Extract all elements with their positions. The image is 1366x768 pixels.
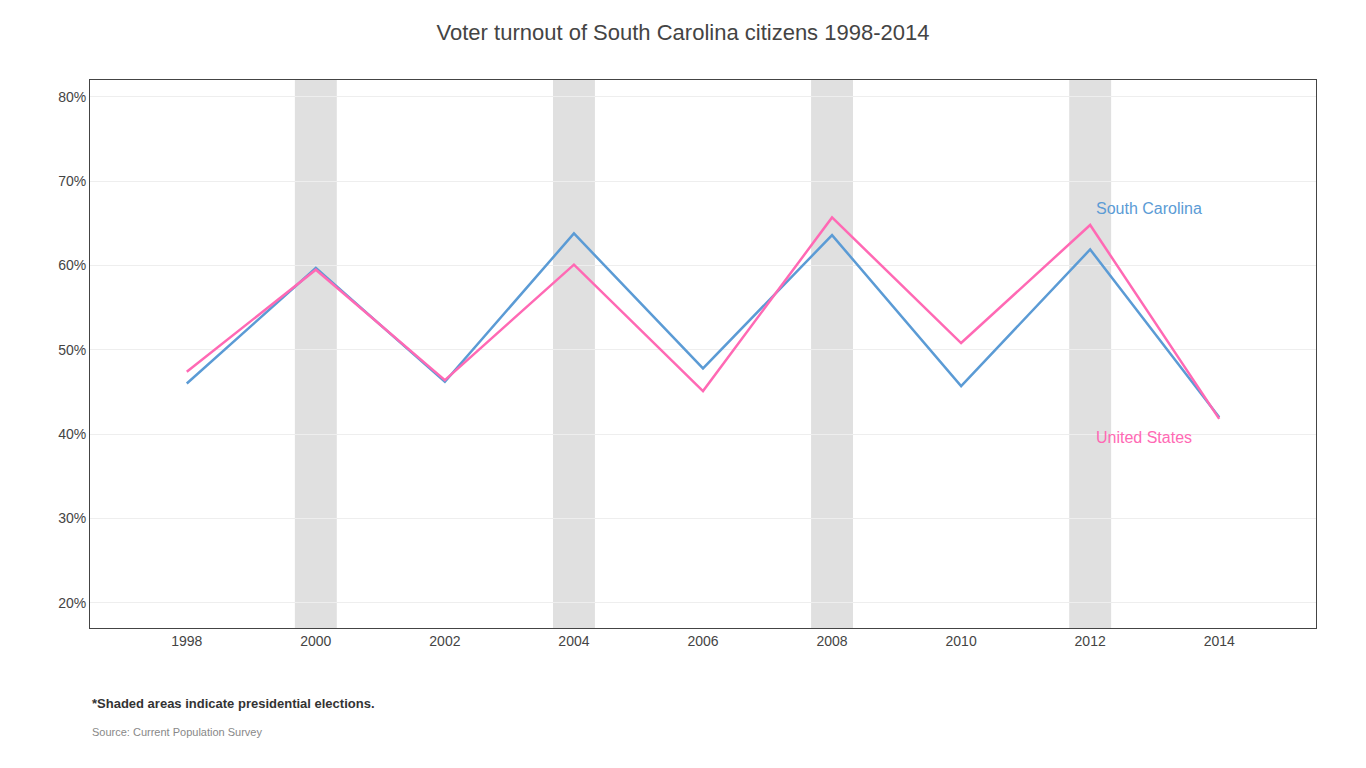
svg-text:2010: 2010	[946, 633, 977, 649]
svg-text:Voter turnout of South Carolin: Voter turnout of South Carolina citizens…	[437, 20, 930, 45]
svg-text:Source: Current Population Sur: Source: Current Population Survey	[92, 726, 262, 738]
svg-text:40%: 40%	[58, 426, 86, 442]
svg-text:2000: 2000	[300, 633, 331, 649]
svg-text:1998: 1998	[171, 633, 202, 649]
svg-text:2006: 2006	[687, 633, 718, 649]
svg-text:20%: 20%	[58, 595, 86, 611]
svg-text:South Carolina: South Carolina	[1096, 200, 1202, 217]
svg-text:2004: 2004	[558, 633, 589, 649]
svg-text:2002: 2002	[429, 633, 460, 649]
svg-text:2014: 2014	[1204, 633, 1235, 649]
svg-text:70%: 70%	[58, 173, 86, 189]
svg-text:2012: 2012	[1075, 633, 1106, 649]
svg-text:80%: 80%	[58, 89, 86, 105]
svg-text:United States: United States	[1096, 429, 1192, 446]
svg-text:50%: 50%	[58, 342, 86, 358]
svg-text:60%: 60%	[58, 257, 86, 273]
svg-text:30%: 30%	[58, 510, 86, 526]
svg-text:2008: 2008	[816, 633, 847, 649]
svg-text:*Shaded areas indicate preside: *Shaded areas indicate presidential elec…	[92, 696, 375, 711]
